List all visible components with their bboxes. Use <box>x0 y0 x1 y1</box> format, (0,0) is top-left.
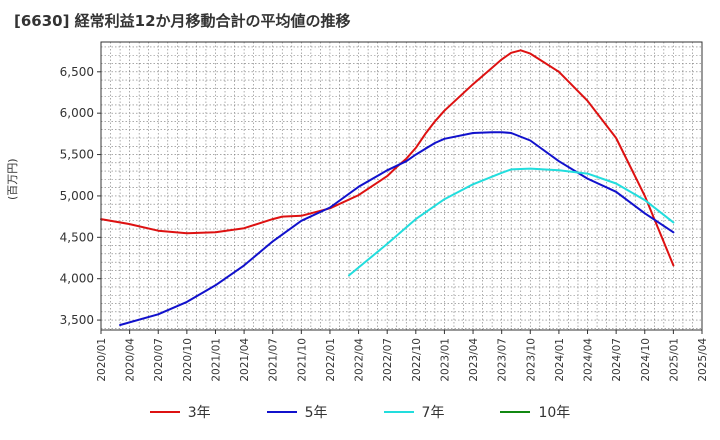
series-line-7年 <box>348 167 675 277</box>
x-tick-label: 2024/10 <box>640 338 652 382</box>
plot-frame <box>100 41 703 331</box>
x-tick-label: 2023/10 <box>525 338 537 382</box>
y-ticks: 3,500 4,000 4,500 5,000 5,500 6,000 6,500 <box>60 65 101 327</box>
legend-swatch <box>149 411 180 413</box>
x-tick-label: 2023/07 <box>497 338 509 382</box>
x-tick-label: 2020/04 <box>125 338 137 382</box>
x-tick-label: 2021/04 <box>239 338 251 382</box>
series-lines <box>100 49 675 326</box>
x-tick-label: 2024/04 <box>583 338 595 382</box>
x-tick-label: 2024/07 <box>611 338 623 382</box>
x-tick-label: 2025/01 <box>668 338 680 382</box>
x-tick-label: 2023/04 <box>468 338 480 382</box>
x-tick-label: 2021/10 <box>296 338 308 382</box>
legend-label: 5年 <box>304 405 328 421</box>
legend-label: 3年 <box>187 405 211 421</box>
legend-item: 7年 <box>383 402 445 422</box>
x-tick-label: 2022/10 <box>411 338 423 382</box>
x-tick-label: 2023/01 <box>439 338 451 382</box>
legend: 3年 5年 7年 10年 <box>0 402 720 422</box>
x-tick-label: 2021/01 <box>210 338 222 382</box>
x-tick-label: 2022/04 <box>354 338 366 382</box>
legend-swatch <box>500 411 531 413</box>
series-line-3年 <box>100 49 675 267</box>
y-tick-label: 5,000 <box>60 189 94 203</box>
x-ticks: 2020/01 2020/04 2020/07 2020/10 2021/01 2021/… <box>96 330 709 382</box>
legend-item: 3年 <box>149 402 211 422</box>
y-tick-label: 3,500 <box>60 313 94 327</box>
series-line-5年 <box>119 131 675 326</box>
legend-swatch <box>266 411 297 413</box>
x-tick-label: 2021/07 <box>268 338 280 382</box>
x-tick-label: 2025/04 <box>697 338 709 382</box>
y-tick-label: 6,500 <box>60 65 94 79</box>
legend-label: 10年 <box>538 405 571 421</box>
chart-title: [6630] 経常利益12か月移動合計の平均値の推移 <box>14 12 351 30</box>
x-tick-label: 2020/01 <box>96 338 108 382</box>
x-tick-label: 2024/01 <box>554 338 566 382</box>
x-tick-label: 2022/01 <box>325 338 337 382</box>
x-tick-label: 2020/10 <box>182 338 194 382</box>
y-tick-label: 6,000 <box>60 106 94 120</box>
x-tick-label: 2020/07 <box>153 338 165 382</box>
y-tick-label: 5,500 <box>60 148 94 162</box>
legend-label: 7年 <box>421 405 445 421</box>
legend-item: 5年 <box>266 402 328 422</box>
legend-swatch <box>383 411 414 413</box>
x-tick-label: 2022/07 <box>382 338 394 382</box>
y-tick-label: 4,000 <box>60 272 94 286</box>
y-tick-label: 4,500 <box>60 230 94 244</box>
legend-item: 10年 <box>500 402 570 422</box>
grid-lines <box>101 42 702 330</box>
